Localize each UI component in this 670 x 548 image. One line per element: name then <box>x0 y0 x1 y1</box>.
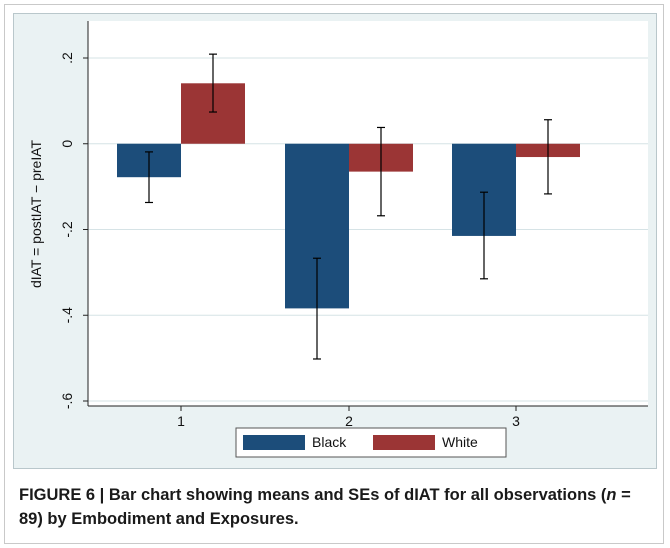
chart-panel: -.6 -.4 -.2 0.2 1 2 3 dIAT = postIAT − preIAT … <box>13 13 657 469</box>
y-tick-label: 0 <box>59 140 75 148</box>
legend-label-black: Black <box>312 434 347 450</box>
legend-swatch-white <box>373 435 435 450</box>
plot-area <box>88 21 648 406</box>
legend-swatch-black <box>243 435 305 450</box>
y-tick-label: -.6 <box>59 393 75 410</box>
legend: Black White <box>235 427 507 458</box>
x-tick-label: 1 <box>177 413 185 429</box>
figure: -.6 -.4 -.2 0.2 1 2 3 dIAT = postIAT − preIAT … <box>4 4 664 544</box>
x-tick-label: 2 <box>345 413 353 429</box>
caption-n: n <box>606 486 617 504</box>
figure-caption: FIGURE 6 | Bar chart showing means and S… <box>19 483 649 531</box>
y-tick-label: -.4 <box>59 307 75 324</box>
legend-label-white: White <box>442 434 478 450</box>
y-tick-label: -.2 <box>59 221 75 238</box>
caption-suffix: = 89) by Embodiment and Exposures. <box>19 486 631 528</box>
bar-chart: -.6-.4-.20.21 2 3 dIAT = postIAT − preIAT … <box>28 21 648 458</box>
x-tick-label: 3 <box>512 413 520 429</box>
y-axis-label: dIAT = postIAT − preIAT <box>28 139 44 288</box>
y-tick-label: .2 <box>59 52 75 64</box>
caption-prefix: FIGURE 6 | Bar chart showing means and S… <box>19 486 607 504</box>
error-bars <box>145 53 552 360</box>
axes: -.6 -.4 -.2 0 .2 1 2 3 <box>59 21 648 429</box>
